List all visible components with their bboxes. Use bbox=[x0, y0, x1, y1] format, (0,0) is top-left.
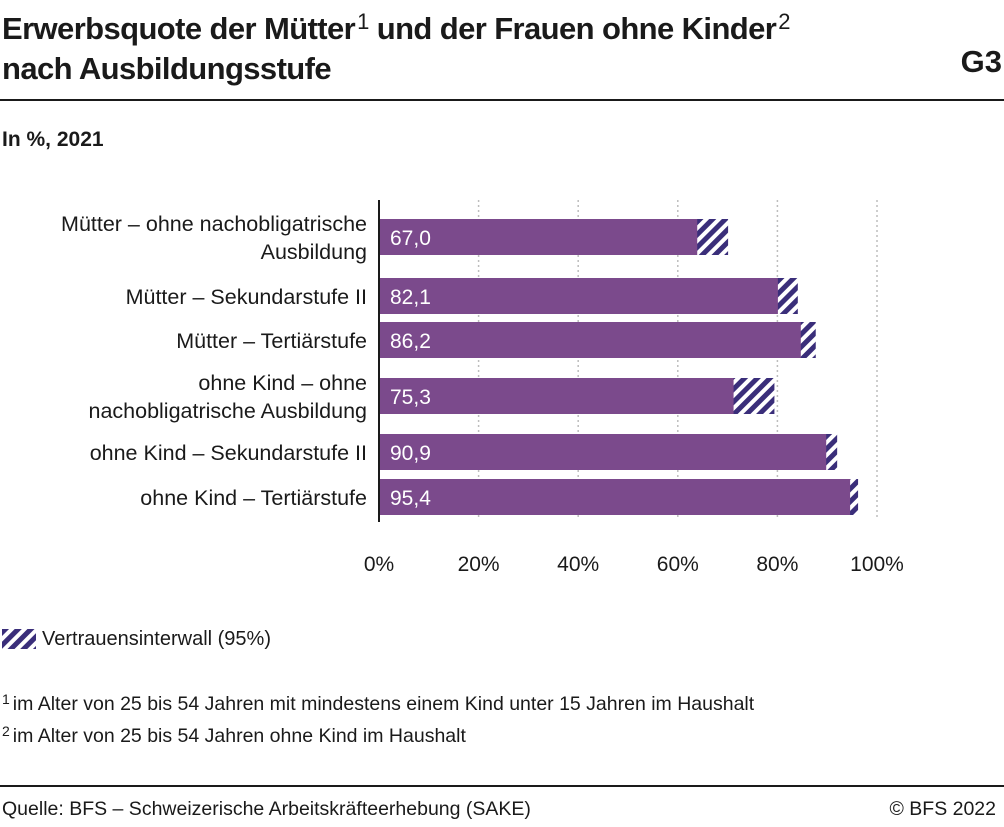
category-label-0-1: Ausbildung bbox=[261, 240, 367, 264]
ci-2 bbox=[800, 322, 816, 358]
x-tick-label-20: 20% bbox=[458, 553, 500, 576]
x-tick-label-80: 80% bbox=[756, 553, 798, 576]
ci-3 bbox=[733, 378, 775, 414]
top-divider bbox=[0, 99, 1004, 101]
x-tick-label-100: 100% bbox=[850, 553, 904, 576]
ci-4 bbox=[826, 434, 838, 470]
bottom-divider bbox=[0, 785, 1004, 787]
bar-0 bbox=[379, 219, 713, 255]
category-label-0-0: Mütter – ohne nachobligatrische bbox=[61, 212, 367, 236]
category-label-5-0: ohne Kind – Tertiärstufe bbox=[140, 486, 367, 510]
x-tick-label-60: 60% bbox=[657, 553, 699, 576]
ci-1 bbox=[777, 278, 798, 314]
value-labels: 67,0 82,1 86,2 75,3 90,9 95,4 bbox=[390, 227, 431, 510]
value-label-5: 95,4 bbox=[390, 487, 431, 510]
category-labels: Mütter – ohne nachobligatrische Ausbildun… bbox=[61, 212, 367, 510]
category-label-1-0: Mütter – Sekundarstufe II bbox=[126, 285, 367, 309]
value-label-2: 86,2 bbox=[390, 330, 431, 353]
title-line-1: Erwerbsquote der Mütter1 und der Frauen … bbox=[2, 2, 1002, 49]
footnote-2-marker: 2 bbox=[2, 723, 10, 739]
x-tick-label-0: 0% bbox=[364, 553, 394, 576]
value-label-1: 82,1 bbox=[390, 286, 431, 309]
source-note: Quelle: BFS – Schweizerische Arbeitskräf… bbox=[2, 798, 531, 820]
category-label-3-1: nachobligatrische Ausbildung bbox=[88, 399, 367, 423]
footnote-1: 1 im Alter von 25 bis 54 Jahren mit minde… bbox=[2, 686, 754, 718]
confidence-intervals bbox=[697, 219, 859, 515]
value-label-4: 90,9 bbox=[390, 442, 431, 465]
chart-title: Erwerbsquote der Mütter1 und der Frauen … bbox=[2, 2, 1002, 89]
title-part-mothers: Erwerbsquote der Mütter bbox=[2, 11, 356, 46]
legend: Vertrauensinterwall (95%) bbox=[2, 626, 271, 652]
bar-2 bbox=[379, 322, 809, 358]
footnote-1-marker: 1 bbox=[2, 691, 10, 707]
bar-1 bbox=[379, 278, 788, 314]
chart-subtitle: In %, 2021 bbox=[2, 128, 104, 151]
x-tick-label-40: 40% bbox=[557, 553, 599, 576]
value-label-0: 67,0 bbox=[390, 227, 431, 250]
title-line-2: nach Ausbildungsstufe bbox=[2, 51, 332, 86]
chart-id: G3 bbox=[960, 44, 1002, 79]
footnote-2-text: im Alter von 25 bis 54 Jahren ohne Kind … bbox=[12, 725, 466, 747]
ci-0 bbox=[697, 219, 729, 255]
bars bbox=[379, 219, 855, 515]
ci-5 bbox=[850, 479, 859, 515]
copyright: © BFS 2022 bbox=[889, 798, 996, 820]
value-label-3: 75,3 bbox=[390, 386, 431, 409]
bar-5 bbox=[379, 479, 855, 515]
footnote-2: 2 im Alter von 25 bis 54 Jahren ohne Kind… bbox=[2, 718, 754, 750]
category-label-4-0: ohne Kind – Sekundarstufe II bbox=[90, 441, 367, 465]
footnotes: 1 im Alter von 25 bis 54 Jahren mit minde… bbox=[2, 686, 754, 750]
bar-4 bbox=[379, 434, 832, 470]
footnote-marker-2: 2 bbox=[778, 9, 790, 34]
x-tick-labels: 0% 20% 40% 60% 80% 100% bbox=[364, 553, 904, 576]
category-label-2-0: Mütter – Tertiärstufe bbox=[176, 329, 367, 353]
legend-label: Vertrauensinterwall (95%) bbox=[42, 627, 271, 650]
bar-chart: 67,0 82,1 86,2 75,3 90,9 95,4 Mütter – ohne n… bbox=[61, 200, 904, 576]
footnote-1-text: im Alter von 25 bis 54 Jahren mit mindes… bbox=[12, 693, 755, 715]
category-label-3-0: ohne Kind – ohne bbox=[198, 371, 367, 395]
hatch-swatch-icon bbox=[2, 629, 36, 649]
bar-3 bbox=[379, 378, 754, 414]
footnote-marker-1: 1 bbox=[357, 9, 369, 34]
title-part-women: und der Frauen ohne Kinder bbox=[368, 11, 777, 46]
